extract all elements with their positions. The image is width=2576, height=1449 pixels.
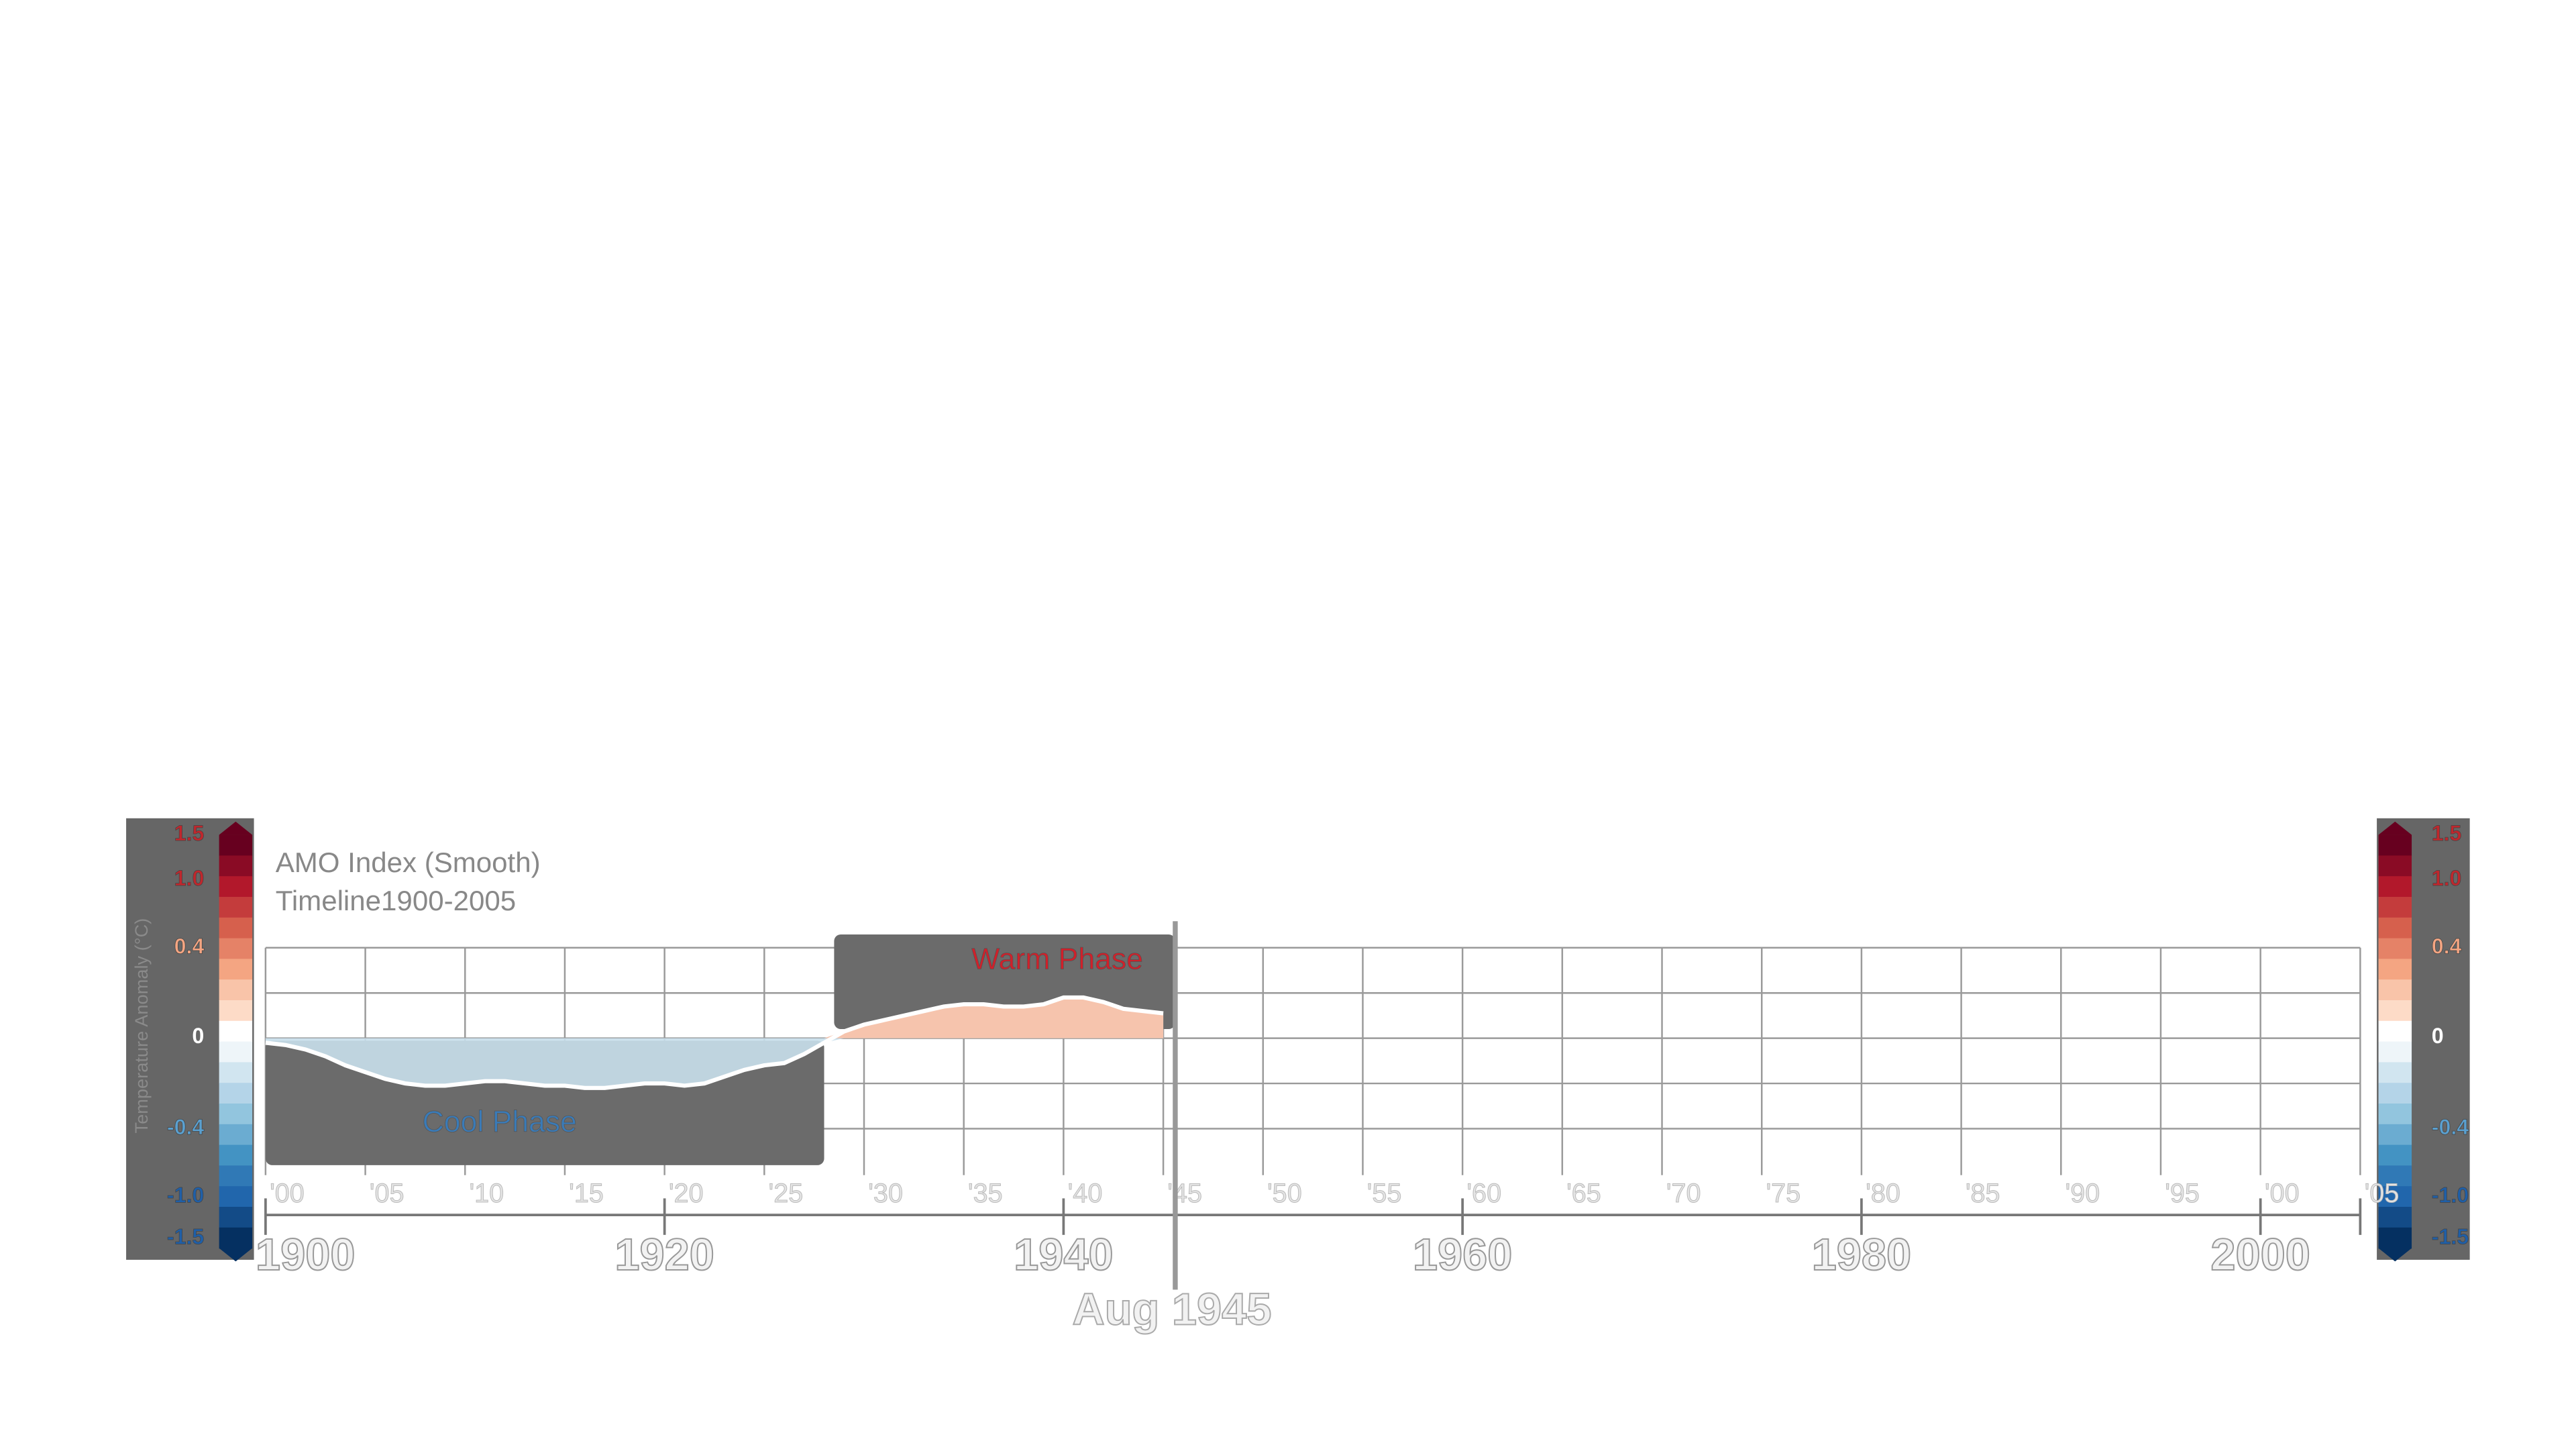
x-tick-label: '25 [769, 1179, 804, 1208]
colorbar-band [2378, 1083, 2412, 1104]
major-tick-label: 2000 [2210, 1230, 2310, 1280]
colorbar-band [219, 938, 253, 960]
x-tick-label: '95 [2165, 1179, 2200, 1208]
x-tick-label: '15 [569, 1179, 604, 1208]
colorbar-band [2378, 876, 2412, 898]
colorbar-band [219, 1041, 253, 1063]
x-tick-label: '40 [1068, 1179, 1103, 1208]
major-tick-label: 1960 [1413, 1230, 1513, 1280]
major-tick-label: 1900 [256, 1230, 356, 1280]
x-tick-label: '20 [669, 1179, 704, 1208]
x-tick-label: '00 [270, 1179, 305, 1208]
major-tick-label: 1920 [614, 1230, 714, 1280]
x-tick-label: '60 [1467, 1179, 1502, 1208]
chart-title: AMO Index (Smooth) [276, 847, 541, 878]
colorbar-band [2378, 1020, 2412, 1042]
colorbar-band [219, 1227, 253, 1249]
x-tick-label: '45 [1167, 1179, 1202, 1208]
current-label: Aug 1945 [1072, 1285, 1271, 1335]
x-tick-label: '35 [968, 1179, 1003, 1208]
colorbar-tick-label: 0.4 [174, 934, 205, 958]
colorbar-band [2378, 1124, 2412, 1146]
x-tick-label: '10 [470, 1179, 504, 1208]
x-tick-label: '65 [1566, 1179, 1601, 1208]
colorbar-tick-label: -1.5 [167, 1224, 204, 1248]
colorbar-band [219, 1186, 253, 1208]
colorbar-band [2378, 855, 2412, 877]
chart-subtitle: Timeline1900-2005 [276, 885, 516, 916]
colorbar-tick-label: 0 [2432, 1024, 2444, 1048]
colorbar-arrow [2378, 1248, 2412, 1262]
colorbar-band [219, 1083, 253, 1104]
colorbar-tick-label: 1.5 [174, 821, 205, 845]
x-tick-label: '90 [2065, 1179, 2100, 1208]
colorbar-band [2378, 1227, 2412, 1249]
colorbar-arrow [219, 1248, 253, 1262]
colorbar-tick-label: -0.4 [167, 1115, 205, 1139]
colorbar-band [2378, 959, 2412, 980]
x-tick-label: '75 [1766, 1179, 1801, 1208]
colorbar-band [219, 1165, 253, 1187]
colorbar-band [219, 979, 253, 1001]
colorbar-band [2378, 938, 2412, 960]
x-tick-label: '05 [2365, 1179, 2400, 1208]
colorbar-band [2378, 979, 2412, 1001]
colorbar-arrow [2378, 821, 2412, 835]
colorbar-tick-label: 1.0 [174, 866, 205, 890]
colorbar-band [2378, 1144, 2412, 1167]
colorbar-band [219, 896, 253, 918]
colorbar-band [219, 1144, 253, 1167]
colorbar-tick-label: -1.0 [2432, 1183, 2469, 1207]
colorbar-tick-label: 1.5 [2432, 821, 2462, 845]
colorbar-tick-label: -1.0 [167, 1183, 204, 1207]
colorbar-tick-label: -0.4 [2432, 1115, 2469, 1139]
colorbar-band [2378, 917, 2412, 939]
x-tick-label: '55 [1367, 1179, 1402, 1208]
colorbar-tick-label: -1.5 [2432, 1224, 2469, 1248]
colorbar-band [219, 959, 253, 980]
colorbar-band [219, 1062, 253, 1083]
colorbar-band [2378, 1165, 2412, 1187]
colorbar-band [219, 1124, 253, 1146]
colorbar-band [219, 1020, 253, 1042]
colorbar-band [219, 1207, 253, 1228]
colorbar-band [2378, 1041, 2412, 1063]
colorbar-band [2378, 1000, 2412, 1022]
phase-label: Warm Phase [971, 943, 1143, 975]
colorbar-tick-label: 0.4 [2432, 934, 2462, 958]
area-positive [265, 997, 1164, 1038]
colorbar-band [219, 835, 253, 857]
colorbar-band [2378, 1103, 2412, 1125]
colorbar-band [2378, 1062, 2412, 1083]
colorbar-band [2378, 1207, 2412, 1228]
colorbar-band [219, 1103, 253, 1125]
area-line [265, 995, 1164, 1090]
major-tick-label: 1940 [1014, 1230, 1114, 1280]
x-tick-label: '30 [868, 1179, 903, 1208]
colorbar-band [219, 1000, 253, 1022]
x-tick-label: '80 [1866, 1179, 1900, 1208]
colorbar-band [219, 876, 253, 898]
colorbar-arrow [219, 821, 253, 835]
colorbar-band [219, 855, 253, 877]
colorbar-tick-label: 1.0 [2432, 866, 2462, 890]
x-tick-label: '05 [370, 1179, 405, 1208]
x-tick-label: '70 [1666, 1179, 1701, 1208]
major-tick-label: 1980 [1812, 1230, 1912, 1280]
colorbar-tick-label: 0 [192, 1024, 204, 1048]
area-negative [265, 1038, 1164, 1088]
colorbar-band [2378, 896, 2412, 918]
colorbar-band [2378, 1186, 2412, 1208]
colorbar-band [219, 917, 253, 939]
x-tick-label: '00 [2265, 1179, 2300, 1208]
colorbar-label: Temperature Anomaly (°C) [131, 918, 152, 1134]
x-tick-label: '85 [1966, 1179, 2000, 1208]
colorbar-band [2378, 835, 2412, 857]
x-tick-label: '50 [1267, 1179, 1302, 1208]
phase-label: Cool Phase [423, 1106, 577, 1138]
